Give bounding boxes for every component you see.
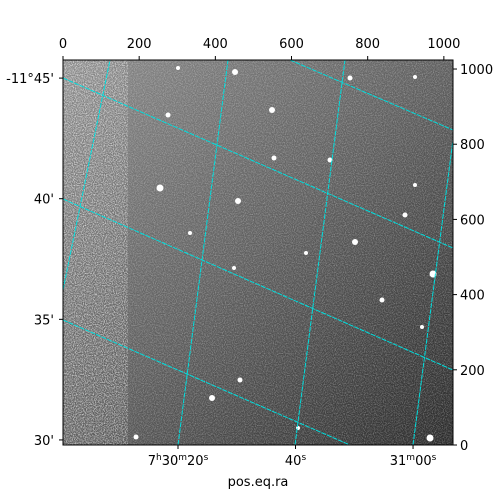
y-tick-label: 400 [460, 289, 485, 304]
wcs-grid-line [63, 319, 351, 445]
wcs-grid-line [63, 60, 111, 291]
y-tick-label: 200 [460, 364, 485, 379]
x-tick-label: 0 [59, 37, 67, 52]
dec-tick-label: 30' [34, 434, 54, 449]
dec-tick-label: 35' [34, 313, 54, 328]
dec-tick-label: -11°45' [6, 72, 54, 87]
x-tick-label: 600 [279, 37, 304, 52]
wcs-grid-line [177, 60, 229, 445]
ra-tick-label: 7h30m20s [148, 453, 209, 469]
stars [133, 66, 437, 442]
wcs-grid-line [63, 77, 453, 249]
x-axis-label: pos.eq.ra [228, 475, 289, 490]
wcs-grid [63, 60, 453, 445]
image-noise-edge [63, 60, 128, 445]
wcs-grid-line [63, 198, 453, 371]
y-tick-label: 600 [460, 213, 485, 228]
wcs-grid-line [412, 139, 453, 445]
y-tick-label: 0 [460, 439, 468, 454]
y-tick-label: 800 [460, 138, 485, 153]
x-tick-label: 800 [355, 37, 380, 52]
wcs-grid-line [289, 60, 453, 131]
dec-tick-label: 40' [34, 193, 54, 208]
ra-tick-label: 31m00s [390, 453, 437, 469]
plot-frame [62, 59, 454, 446]
x-tick-label: 1000 [427, 37, 460, 52]
image [63, 60, 453, 445]
x-tick-label: 200 [127, 37, 152, 52]
wcs-grid-line [294, 60, 346, 445]
ra-tick-label: 40s [285, 453, 307, 469]
x-tick-label: 400 [203, 37, 228, 52]
y-tick-label: 1000 [460, 63, 493, 78]
